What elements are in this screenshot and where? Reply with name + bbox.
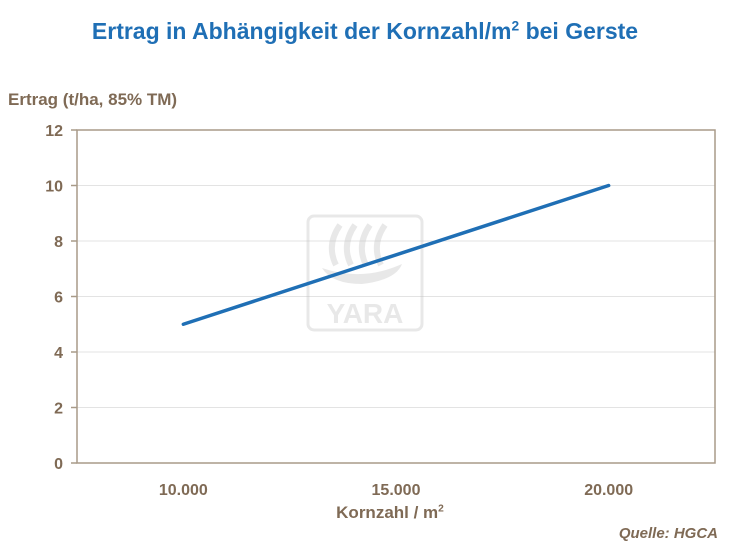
watermark-sail-stroke xyxy=(343,223,358,267)
series-line xyxy=(181,183,611,326)
watermark-sail-stroke xyxy=(328,223,343,267)
y-tick-label: 2 xyxy=(54,401,63,418)
chart-title-main: Ertrag in Abhängigkeit der Kornzahl/m xyxy=(91,18,512,44)
watermark-text: YARA xyxy=(327,298,404,329)
y-tick-label: 4 xyxy=(54,345,63,362)
yara-watermark-logo: YARA xyxy=(306,214,424,332)
x-tick-label: 10.000 xyxy=(159,482,208,499)
x-tick-label: 15.000 xyxy=(372,482,421,499)
series-layer xyxy=(181,183,611,326)
y-tick-label: 10 xyxy=(45,179,63,196)
x-axis-label-main: Kornzahl / m xyxy=(336,503,439,522)
y-tick-label: 6 xyxy=(54,290,63,307)
source-note: Quelle: HGCA xyxy=(618,525,718,542)
watermark-frame xyxy=(306,214,424,332)
x-tick-label: 20.000 xyxy=(584,482,633,499)
y-axis-ticks: 0 2 4 6 8 10 12 xyxy=(45,123,77,473)
x-axis-label-superscript: 2 xyxy=(438,503,444,515)
chart-title-superscript: 2 xyxy=(511,18,520,34)
chart-title-tail: bei Gerste xyxy=(519,18,639,44)
y-tick-label: 0 xyxy=(54,456,63,473)
grid-lines xyxy=(77,185,715,408)
chart-title: Ertrag in Abhängigkeit der Kornzahl/m2 b… xyxy=(0,18,730,45)
watermark-ship-hull xyxy=(322,264,402,284)
y-axis-label: Ertrag (t/ha, 85% TM) xyxy=(8,90,178,109)
x-axis-ticks: 10.000 15.000 20.000 xyxy=(159,482,633,499)
x-axis-label: Kornzahl / m2 xyxy=(0,503,730,523)
y-tick-label: 8 xyxy=(54,234,63,251)
y-tick-label: 12 xyxy=(45,123,63,140)
watermark-sail-stroke xyxy=(358,223,373,267)
